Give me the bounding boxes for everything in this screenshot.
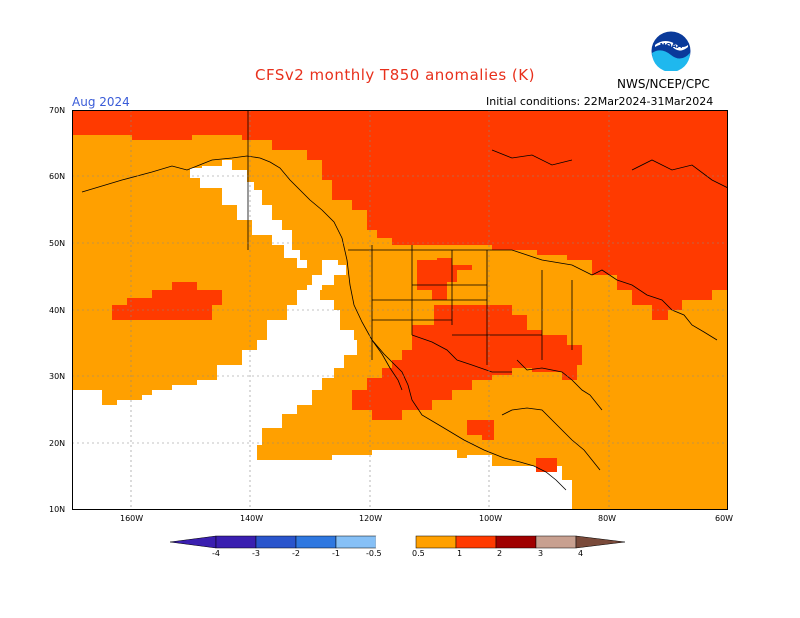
legend-label: 2 <box>497 549 503 558</box>
legend-swatch <box>255 535 297 549</box>
legend-label: 1 <box>457 549 463 558</box>
lon-label: 120W <box>359 514 383 523</box>
graticule <box>72 110 728 510</box>
agency-label: NWS/NCEP/CPC <box>617 77 710 91</box>
lon-label: 160W <box>120 514 144 523</box>
legend-label: -0.5 <box>366 549 382 558</box>
anomaly-region-red-mexico <box>467 420 557 472</box>
legend-swatch <box>495 535 537 549</box>
legend-arrow-low <box>170 535 217 549</box>
lon-label: 80W <box>598 514 617 523</box>
lon-label: 140W <box>240 514 264 523</box>
lat-label: 40N <box>49 306 66 315</box>
legend-label: 3 <box>538 549 544 558</box>
lat-label: 60N <box>49 172 66 181</box>
anomaly-region-red-pacific <box>112 282 222 320</box>
anomaly-region-white-alaska <box>190 160 307 268</box>
legend-label: -1 <box>332 549 340 558</box>
forecast-month: Aug 2024 <box>72 95 130 109</box>
lat-label: 70N <box>49 106 66 115</box>
legend-swatch <box>295 535 337 549</box>
lon-label: 100W <box>479 514 503 523</box>
legend-label: 4 <box>578 549 584 558</box>
map-frame <box>72 110 728 510</box>
colorbar-legend <box>170 535 626 549</box>
legend-swatch <box>415 535 457 549</box>
legend-label: -4 <box>212 549 220 558</box>
legend-arrow-high <box>575 535 626 549</box>
chart-title: CFSv2 monthly T850 anomalies (K) <box>255 66 535 84</box>
anomaly-map <box>72 110 728 510</box>
lat-label: 30N <box>49 372 66 381</box>
lat-label: 20N <box>49 439 66 448</box>
legend-label: -3 <box>252 549 260 558</box>
legend-swatch <box>455 535 497 549</box>
lat-label: 50N <box>49 239 66 248</box>
coastlines <box>81 110 728 491</box>
legend-label: -2 <box>292 549 300 558</box>
anomaly-region-red-rockies <box>417 258 472 300</box>
initial-conditions: Initial conditions: 22Mar2024-31Mar2024 <box>486 95 714 108</box>
legend-swatch <box>535 535 577 549</box>
lat-label: 10N <box>49 505 66 514</box>
legend-label: 0.5 <box>412 549 425 558</box>
anomaly-region-red-north <box>72 110 728 320</box>
lon-label: 60W <box>715 514 734 523</box>
legend-swatch <box>335 535 377 549</box>
logo-text: NOAA <box>660 42 683 50</box>
legend-swatch <box>215 535 257 549</box>
noaa-logo-icon: NOAA <box>651 31 691 71</box>
legend-swatch <box>375 535 417 549</box>
